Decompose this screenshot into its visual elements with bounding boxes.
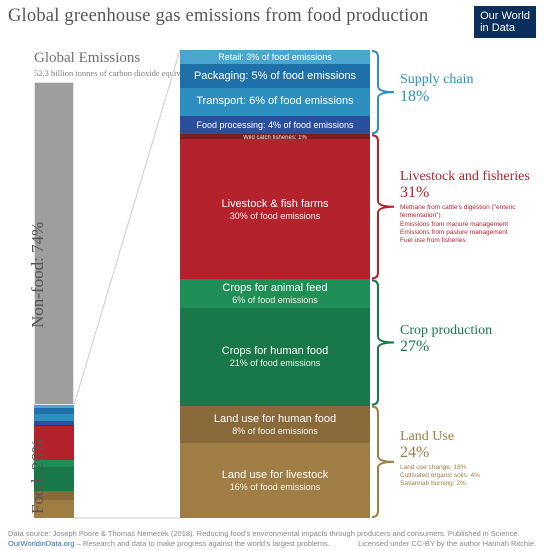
group-pct: 27% (400, 338, 538, 356)
group-name: Crop production (400, 323, 538, 338)
chart-title: Global greenhouse gas emissions from foo… (8, 6, 428, 27)
chart-footer: Data source: Joseph Poore & Thomas Nemec… (8, 529, 536, 548)
logo-line1: Our World (480, 10, 530, 22)
group-name: Land Use (400, 429, 538, 444)
chart-area: Global Emissions 52.3 billion tonnes of … (0, 38, 544, 528)
group-label-crop: Crop production27% (400, 323, 538, 356)
logo-line2: in Data (480, 22, 530, 34)
brace-livestock_fish (372, 135, 394, 278)
group-label-livestock_fish: Livestock and fisheries31% Methane from c… (400, 169, 538, 245)
owid-logo: Our World in Data (474, 6, 536, 38)
group-label-supply: Supply chain18% (400, 72, 538, 105)
group-label-land: Land Use24% Land use change: 18%Cultivate… (400, 429, 538, 489)
group-pct: 24% (400, 444, 538, 462)
footer-source: Data source: Joseph Poore & Thomas Nemec… (8, 529, 536, 538)
group-name: Livestock and fisheries (400, 169, 538, 184)
group-notes: Land use change: 18%Cultivated organic s… (400, 464, 538, 488)
footer-license: Licensed under CC-BY by the author Hanna… (358, 539, 536, 548)
brace-land (372, 407, 394, 517)
group-pct: 18% (400, 88, 538, 106)
group-pct: 31% (400, 184, 538, 202)
footer-tagline: – Research and data to make progress aga… (75, 539, 330, 548)
footer-site: OurWorldinData.org (8, 539, 75, 548)
group-notes: Methane from cattle's digestion ("enteri… (400, 204, 538, 245)
brace-supply (372, 51, 394, 133)
brace-crop (372, 281, 394, 405)
group-name: Supply chain (400, 72, 538, 87)
